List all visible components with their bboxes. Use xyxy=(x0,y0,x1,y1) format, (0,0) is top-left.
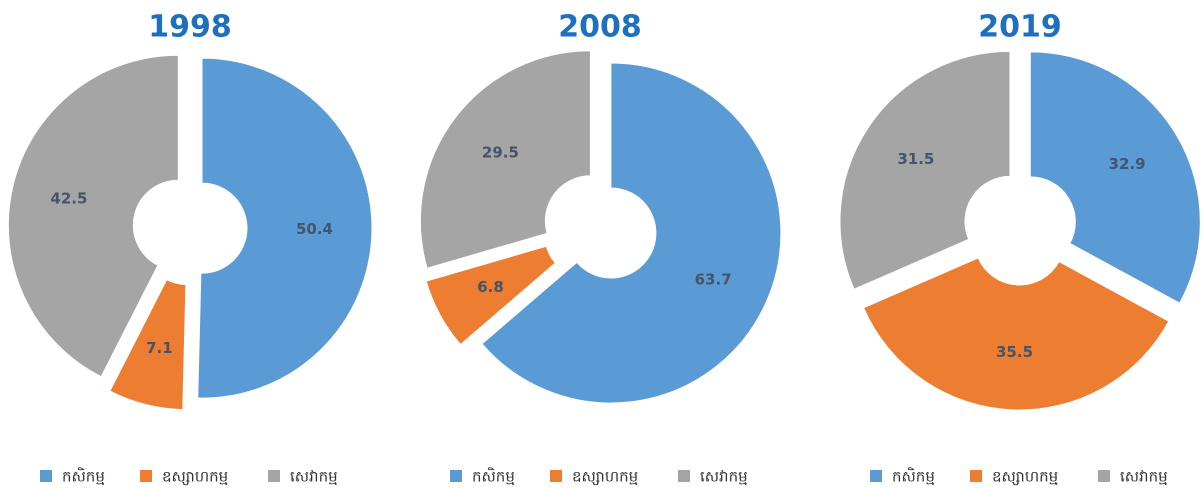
legend-label: ឧស្សាហកម្ម xyxy=(572,468,638,486)
chart-title: 2008 xyxy=(558,10,642,45)
legend-swatch xyxy=(550,470,562,482)
data-label: 35.5 xyxy=(996,343,1033,361)
data-label: 63.7 xyxy=(695,270,732,288)
legend-label: សេវាកម្ម xyxy=(700,468,748,486)
slice xyxy=(419,50,591,269)
legend-swatch xyxy=(678,470,690,482)
data-label: 29.5 xyxy=(482,144,519,162)
legend-label: កសិកម្ម xyxy=(62,467,105,486)
slice xyxy=(481,62,782,404)
legend-swatch xyxy=(870,470,882,482)
legend-swatch xyxy=(268,470,280,482)
slice xyxy=(7,54,179,378)
data-label: 7.1 xyxy=(146,339,173,357)
slice xyxy=(425,245,557,346)
chart-title: 2019 xyxy=(978,10,1062,45)
legend-swatch xyxy=(140,470,152,482)
slice xyxy=(839,50,1011,290)
slice xyxy=(862,257,1170,411)
slice xyxy=(109,279,187,411)
data-label: 42.5 xyxy=(50,189,87,207)
legend-label: សេវាកម្ម xyxy=(290,468,338,486)
legend-label: កសិកម្ម xyxy=(472,467,515,486)
legend-swatch xyxy=(970,470,982,482)
legend-label: កសិកម្ម xyxy=(892,467,935,486)
data-label: 32.9 xyxy=(1109,155,1146,173)
legend-label: សេវាកម្ម xyxy=(1120,468,1168,486)
chart-title: 1998 xyxy=(148,10,232,45)
legend-label: ឧស្សាហកម្ម xyxy=(162,468,228,486)
legend-swatch xyxy=(40,470,52,482)
data-label: 31.5 xyxy=(897,150,934,168)
legend-swatch xyxy=(450,470,462,482)
legend-label: ឧស្សាហកម្ម xyxy=(992,468,1058,486)
data-label: 50.4 xyxy=(296,220,333,238)
legend-swatch xyxy=(1098,470,1110,482)
data-label: 6.8 xyxy=(477,278,504,296)
slice xyxy=(1029,51,1201,304)
slice xyxy=(197,57,373,399)
